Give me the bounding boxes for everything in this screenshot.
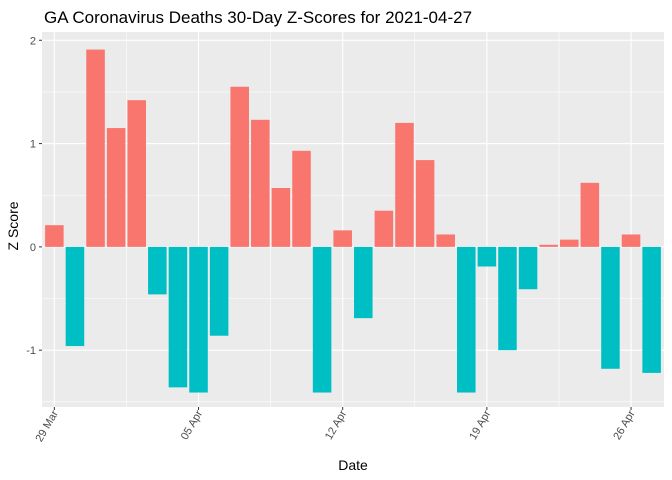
bar	[642, 246, 661, 373]
y-axis-title: Z Score	[5, 201, 21, 250]
bar	[580, 182, 600, 247]
bar	[271, 187, 291, 247]
bar	[45, 225, 64, 247]
bar	[312, 246, 332, 393]
bar	[209, 246, 229, 336]
bar	[436, 234, 455, 247]
bar	[374, 210, 394, 247]
y-tick-label: 1	[30, 139, 36, 151]
bar	[477, 246, 497, 267]
bar	[230, 86, 249, 247]
bars	[45, 49, 661, 393]
bar	[127, 100, 147, 247]
bar	[539, 244, 558, 247]
bar	[601, 246, 620, 369]
bar	[559, 239, 579, 247]
bar	[457, 246, 476, 393]
bar	[395, 122, 414, 247]
bar	[621, 234, 641, 247]
y-tick-label: 2	[30, 35, 36, 47]
x-tick-label: 12 Apr	[323, 408, 349, 442]
y-tick-label: -1	[26, 345, 36, 357]
bar	[354, 246, 373, 319]
x-tick-label: 05 Apr	[179, 408, 205, 442]
bar	[106, 128, 126, 247]
chart-title: GA Coronavirus Deaths 30-Day Z-Scores fo…	[44, 8, 472, 27]
bar	[189, 246, 208, 393]
x-tick-label: 26 Apr	[611, 408, 637, 442]
bar	[518, 246, 538, 290]
bar	[65, 246, 85, 347]
bar	[415, 160, 435, 247]
y-axis: -1 0 1 2	[26, 35, 42, 357]
x-tick-label: 19 Apr	[467, 408, 493, 442]
x-tick-label: 29 Mar	[33, 408, 61, 444]
bar	[148, 246, 167, 295]
bar	[251, 119, 270, 247]
x-axis: 29 Mar 05 Apr 12 Apr 19 Apr 26 Apr	[33, 407, 638, 444]
bar	[86, 49, 105, 247]
bar	[292, 150, 311, 247]
bar	[168, 246, 188, 388]
y-tick-label: 0	[30, 242, 36, 254]
bar	[498, 246, 517, 351]
x-axis-title: Date	[338, 457, 368, 473]
bar	[333, 230, 352, 247]
